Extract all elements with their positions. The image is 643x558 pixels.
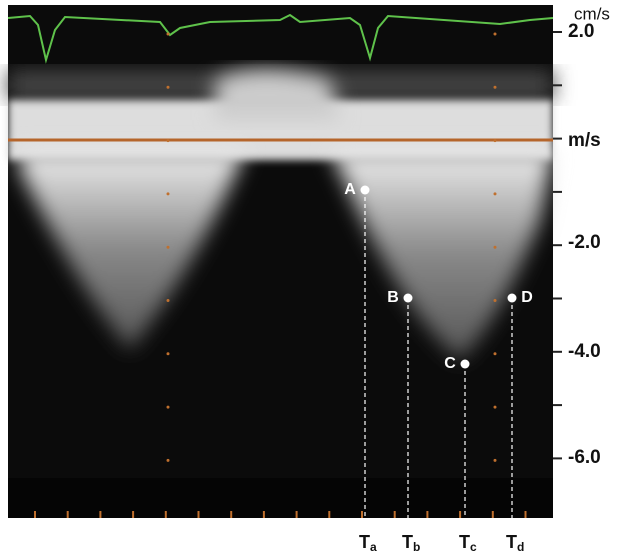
- scale-label: -2.0: [568, 232, 601, 253]
- time-sub: d: [517, 540, 524, 554]
- depth-dot: [493, 405, 497, 409]
- depth-dot: [493, 458, 497, 462]
- point-label: B: [387, 289, 399, 306]
- time-label: Ta: [359, 532, 377, 554]
- scale-ticks: [553, 31, 562, 460]
- time-label: Tb: [402, 532, 420, 554]
- scale-label: -4.0: [568, 341, 601, 362]
- marker-point: [460, 359, 470, 369]
- depth-dot: [166, 458, 170, 462]
- depth-dot: [493, 32, 497, 36]
- units: cm/s: [574, 4, 610, 23]
- marker-point: [507, 293, 517, 303]
- depth-dot: [166, 405, 170, 409]
- depth-dot: [166, 32, 170, 36]
- heart-rate: 60bpm: [578, 489, 630, 508]
- depth-dot: [493, 299, 497, 302]
- depth-dot: [493, 245, 497, 249]
- time-base: T: [359, 532, 370, 552]
- depth-dot: [166, 139, 170, 143]
- ecg-trace: [7, 13, 554, 64]
- time-label: Td: [506, 532, 524, 554]
- scale-label: m/s: [568, 130, 601, 151]
- point-label: C: [444, 355, 456, 372]
- depth-dot: [166, 352, 170, 356]
- depth-dot: [493, 139, 497, 143]
- depth-dot: [493, 85, 497, 89]
- depth-dot: [166, 85, 170, 89]
- scale-label: 2.0: [568, 21, 594, 42]
- point-label: D: [521, 289, 533, 306]
- time-sub: b: [413, 540, 420, 554]
- time-label: Tc: [459, 532, 477, 554]
- depth-markers: [34, 32, 527, 518]
- scale-label: -6.0: [568, 447, 601, 468]
- depth-dot: [166, 192, 170, 196]
- marker-point: [403, 293, 413, 303]
- time-sub: a: [370, 540, 377, 554]
- ecg-strip: [8, 478, 553, 518]
- time-base: T: [459, 532, 470, 552]
- spectral-signal: [8, 70, 553, 360]
- depth-dot: [493, 192, 497, 196]
- time-base: T: [402, 532, 413, 552]
- time-base: T: [506, 532, 517, 552]
- depth-dot: [493, 352, 497, 356]
- marker-point: [360, 185, 370, 195]
- time-sub: c: [470, 540, 477, 554]
- point-label: A: [344, 181, 356, 198]
- depth-dot: [166, 245, 170, 249]
- depth-dot: [166, 299, 170, 302]
